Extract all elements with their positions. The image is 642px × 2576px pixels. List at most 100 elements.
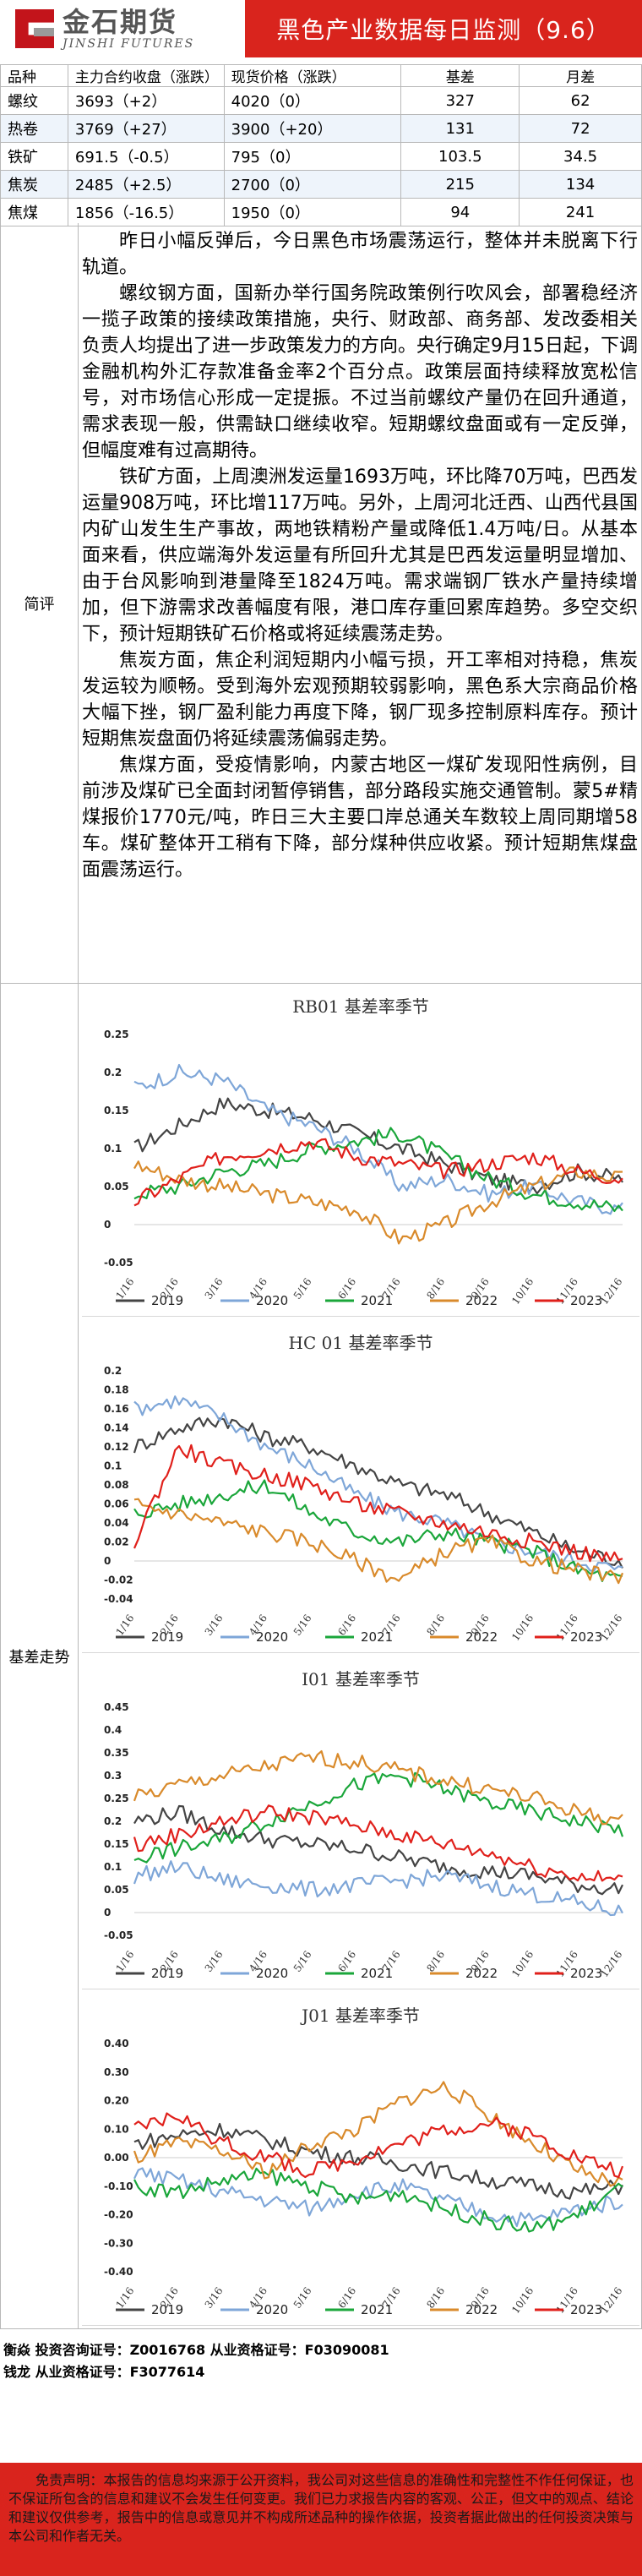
cell-variety: 热卷 — [0, 114, 68, 143]
series-line-2022 — [133, 1160, 623, 1245]
cell-spot-price: 3900（+20） — [223, 114, 402, 143]
legend-label-2021: 2021 — [361, 1629, 393, 1645]
cell-variety: 螺纹 — [0, 86, 68, 115]
chart-hc01-svg: HC 01 基差率季节 0.2 0.18 0.16 0.14 0.12 0.1 0.08 0.0… — [104, 1333, 624, 1645]
legend-label-2021: 2021 — [361, 1293, 393, 1308]
logo-name-cn: 金石期货 — [63, 6, 178, 38]
cell-basis: 94 — [400, 198, 520, 226]
y-tick-label: 0.10 — [104, 2123, 129, 2135]
chart-hc01: HC 01 基差率季节 0.2 0.18 0.16 0.14 0.12 0.1 0.08 0.0… — [82, 1320, 639, 1653]
x-tick-label: 3/16 — [203, 1949, 226, 1974]
legend-label-2019: 2019 — [151, 1293, 183, 1308]
cell-spot-price: 795（0） — [223, 142, 402, 171]
legend-label-2022: 2022 — [465, 2302, 498, 2317]
analyst-line-1: 衡焱 投资咨询证号：Z0016768 从业资格证号：F03090081 — [3, 2342, 389, 2358]
legend-label-2022: 2022 — [465, 1966, 498, 1981]
y-tick-label: -0.10 — [104, 2180, 133, 2192]
legend-label-2020: 2020 — [256, 1629, 288, 1645]
chart-i01-svg: I01 基差率季节 0.45 0.4 0.35 0.3 0.25 0.2 0.15 0.1 0.0… — [104, 1669, 624, 1981]
legend-label-2020: 2020 — [256, 2302, 288, 2317]
y-tick-label: 0.16 — [104, 1403, 129, 1415]
cell-futures-close: 1856（-16.5） — [67, 198, 225, 226]
series-line-2023 — [133, 1138, 623, 1207]
disclaimer: 免责声明：本报告的信息均来源于公开资料，我公司对这些信息的准确性和完整性不作任何… — [0, 2463, 642, 2576]
legend-label-2022: 2022 — [465, 1293, 498, 1308]
review-paragraph-iron-ore: 铁矿方面，上周澳洲发运量1693万吨，环比降70万吨，巴西发运量908万吨，环比… — [82, 467, 638, 645]
y-tick-label: 0.04 — [104, 1517, 129, 1529]
y-tick-label: 0.00 — [104, 2152, 129, 2164]
x-tick-label: 10/16 — [509, 1276, 536, 1307]
legend-label-2023: 2023 — [570, 1293, 602, 1308]
y-tick-label: -0.02 — [104, 1575, 133, 1586]
y-tick-label: 0 — [104, 1219, 111, 1231]
cell-variety: 焦炭 — [0, 170, 68, 199]
table-row: 铁矿 691.5（-0.5） 795（0） 103.5 34.5 — [0, 142, 642, 171]
y-tick-label: -0.05 — [104, 1929, 133, 1941]
y-tick-label: 0.12 — [104, 1441, 129, 1453]
legend-label-2021: 2021 — [361, 2302, 393, 2317]
series-line-2020 — [133, 1395, 623, 1572]
x-tick-label: 1/16 — [114, 1613, 137, 1638]
cell-basis: 327 — [400, 86, 520, 115]
y-tick-label: 0.1 — [104, 1143, 122, 1154]
cell-futures-close: 3769（+27） — [67, 114, 225, 143]
series-line-2020 — [133, 2167, 623, 2228]
series-line-2019 — [133, 1097, 623, 1195]
table-row: 螺纹 3693（+2） 4020（0） 327 62 — [0, 86, 642, 115]
report-header: 金石期货 JINSHI FUTURES 黑色产业数据每日监测（9.6） — [0, 0, 642, 57]
series-line-2019 — [133, 2122, 624, 2200]
y-tick-label: 0.18 — [104, 1384, 129, 1396]
logo-text: 金石期货 JINSHI FUTURES — [63, 7, 194, 51]
x-tick-label: 3/16 — [203, 2285, 226, 2311]
series-line-2023 — [133, 1804, 623, 1882]
x-tick-label: 8/16 — [424, 1949, 447, 1974]
y-tick-label: 0.30 — [104, 2066, 129, 2078]
header-variety: 品种 — [0, 64, 68, 87]
x-tick-label: 5/16 — [291, 1276, 314, 1302]
cell-month-spread: 241 — [519, 198, 642, 226]
y-tick-label: 0.25 — [104, 1793, 129, 1804]
y-tick-label: 0.3 — [104, 1770, 122, 1782]
logo: 金石期货 JINSHI FUTURES — [0, 0, 245, 57]
series-line-2021 — [133, 1479, 623, 1582]
review-text: 昨日小幅反弹后，今日黑色市场震荡运行，整体并未脱离下行轨道。 螺纹钢方面，国新办… — [82, 228, 638, 883]
y-tick-label: 0.35 — [104, 1747, 129, 1759]
series-line-2021 — [133, 1771, 624, 1864]
table-row: 焦炭 2485（+2.5） 2700（0） 215 134 — [0, 170, 642, 199]
chart-rb01: RB01 基差率季节 0.25 0.2 0.15 0.1 0.05 0 -0.05 1/16 2/… — [82, 984, 639, 1317]
y-tick-label: 0.2 — [104, 1365, 122, 1377]
analyst-info: 衡焱 投资咨询证号：Z0016768 从业资格证号：F03090081 钱龙 从… — [0, 2333, 642, 2390]
review-section: 简评 昨日小幅反弹后，今日黑色市场震荡运行，整体并未脱离下行轨道。 螺纹钢方面，… — [0, 223, 642, 984]
series-line-2023 — [133, 1444, 623, 1563]
y-tick-label: 0.05 — [104, 1884, 129, 1896]
price-table-header: 品种 主力合约收盘（涨跌） 现货价格（涨跌） 基差 月差 — [0, 64, 642, 87]
x-tick-label: 1/16 — [114, 1949, 137, 1974]
y-tick-label: 0.05 — [104, 1181, 129, 1192]
y-tick-label: 0.15 — [104, 1838, 129, 1850]
y-tick-label: 0.14 — [104, 1422, 129, 1434]
x-tick-label: 5/16 — [291, 2285, 314, 2311]
legend-label-2020: 2020 — [256, 1293, 288, 1308]
legend-label-2023: 2023 — [570, 1966, 602, 1981]
cell-futures-close: 3693（+2） — [67, 86, 225, 115]
series-line-2019 — [133, 1804, 623, 1896]
basis-label: 基差走势 — [1, 984, 79, 2329]
x-tick-label: 8/16 — [424, 2285, 447, 2311]
header-spot-price: 现货价格（涨跌） — [223, 64, 402, 87]
legend-label-2023: 2023 — [570, 1629, 602, 1645]
series-line-2019 — [133, 1416, 623, 1569]
y-tick-label: 0.15 — [104, 1105, 129, 1116]
x-tick-label: 10/16 — [509, 1613, 536, 1643]
page-title: 黑色产业数据每日监测（9.6） — [276, 16, 611, 44]
x-tick-label: 8/16 — [424, 1276, 447, 1302]
y-tick-label: 0.06 — [104, 1498, 129, 1510]
x-tick-label: 1/16 — [114, 2285, 137, 2311]
x-tick-label: 6/16 — [335, 1276, 358, 1302]
chart-title: RB01 基差率季节 — [292, 996, 429, 1017]
cell-futures-close: 691.5（-0.5） — [67, 142, 225, 171]
series-line-2023 — [133, 2112, 624, 2179]
table-row: 热卷 3769（+27） 3900（+20） 131 72 — [0, 114, 642, 143]
table-row: 焦煤 1856（-16.5） 1950（0） 94 241 — [0, 198, 642, 226]
